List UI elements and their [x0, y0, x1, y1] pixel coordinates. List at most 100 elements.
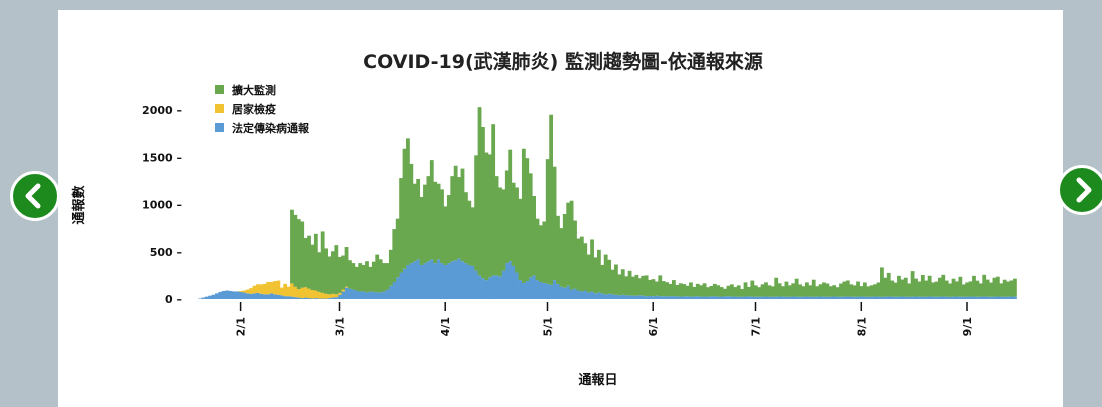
bar-1: [453, 165, 458, 261]
bar-1: [723, 288, 727, 297]
bar-1: [351, 263, 356, 290]
bar-1: [334, 245, 339, 295]
bar-3: [583, 290, 588, 299]
bar-3: [508, 261, 513, 299]
bar-1: [627, 270, 632, 296]
bar-2: [334, 294, 339, 298]
bar-2: [276, 280, 281, 295]
bar-1: [931, 282, 935, 297]
bar-3: [661, 296, 666, 299]
bar-3: [924, 296, 929, 299]
bar-3: [781, 296, 785, 299]
bar-3: [968, 296, 973, 299]
bar-2: [262, 283, 267, 295]
bar-2: [245, 289, 250, 294]
bar-1: [736, 285, 741, 297]
bar-1: [917, 281, 922, 297]
bar-1: [539, 225, 543, 282]
bar-1: [607, 259, 612, 294]
bar-3: [985, 296, 990, 299]
bar-1: [423, 184, 427, 264]
bar-2: [269, 281, 274, 294]
x-tick-label: 5/1: [542, 317, 555, 336]
bar-3: [808, 296, 813, 299]
bar-3: [375, 292, 380, 299]
bar-3: [835, 296, 840, 299]
bar-3: [880, 296, 884, 299]
legend-swatch: [215, 123, 224, 132]
bar-3: [695, 296, 700, 299]
bar-3: [504, 263, 509, 299]
y-tick-label: 2000 –: [142, 104, 182, 117]
bar-3: [804, 296, 809, 299]
bar-3: [825, 296, 830, 299]
bar-1: [920, 275, 925, 297]
bar-1: [327, 256, 332, 295]
bar-3: [573, 288, 577, 299]
bar-2: [327, 294, 332, 299]
bar-1: [825, 283, 830, 297]
bar-1: [978, 283, 983, 297]
bar-1: [914, 278, 918, 297]
bar-1: [699, 285, 704, 297]
bar-3: [586, 292, 591, 299]
x-axis-ticks: 2/1 3/1 4/1 5/1 6/1 7/1 8/1 9/1: [235, 302, 974, 336]
bar-1: [344, 247, 349, 287]
bar-3: [719, 296, 724, 299]
bar-3: [436, 259, 441, 299]
bar-3: [518, 280, 523, 299]
carousel-prev-button[interactable]: [10, 171, 60, 221]
bar-1: [545, 159, 550, 284]
carousel-next-button[interactable]: [1057, 165, 1102, 215]
bar-3: [562, 287, 567, 299]
bar-3: [579, 291, 584, 299]
bar-3: [876, 296, 881, 299]
chevron-right-icon: [1076, 177, 1092, 203]
bar-1: [610, 269, 615, 295]
bar-3: [675, 296, 680, 299]
bar-1: [764, 282, 768, 297]
bar-1: [798, 284, 802, 297]
bar-3: [443, 264, 448, 299]
x-tick-label: 4/1: [439, 317, 452, 336]
bar-3: [1006, 296, 1010, 299]
bar-3: [791, 296, 796, 299]
bar-3: [978, 296, 983, 299]
bar-1: [750, 280, 755, 297]
bar-3: [358, 291, 363, 299]
bar-1: [692, 286, 697, 297]
bar-3: [337, 294, 342, 299]
bar-1: [388, 249, 393, 286]
bar-3: [501, 270, 506, 299]
bar-1: [296, 219, 301, 290]
bar-1: [624, 276, 629, 296]
bar-3: [607, 293, 612, 299]
bar-1: [873, 284, 877, 297]
bar-1: [1006, 281, 1010, 297]
bar-1: [726, 285, 731, 297]
bar-1: [729, 284, 734, 297]
bar-3: [204, 296, 209, 299]
bar-1: [426, 176, 431, 262]
bar-3: [402, 268, 407, 299]
bar-3: [521, 282, 526, 299]
bar-1: [975, 280, 980, 297]
bar-1: [999, 283, 1004, 297]
bar-3: [794, 296, 799, 299]
bar-3: [303, 297, 308, 299]
bar-1: [760, 284, 765, 297]
bar-3: [235, 291, 240, 299]
bar-1: [689, 282, 693, 297]
bar-1: [989, 282, 993, 297]
bar-1: [474, 155, 479, 271]
bar-2: [307, 288, 311, 299]
bar-3: [740, 296, 745, 299]
bar-1: [586, 254, 591, 293]
bar-1: [487, 154, 492, 278]
bar-3: [593, 293, 598, 299]
y-tick-label: 1500 –: [142, 151, 182, 164]
bar-1: [402, 148, 407, 269]
bar-3: [600, 293, 605, 299]
bar-1: [467, 200, 472, 265]
bar-2: [283, 283, 288, 297]
